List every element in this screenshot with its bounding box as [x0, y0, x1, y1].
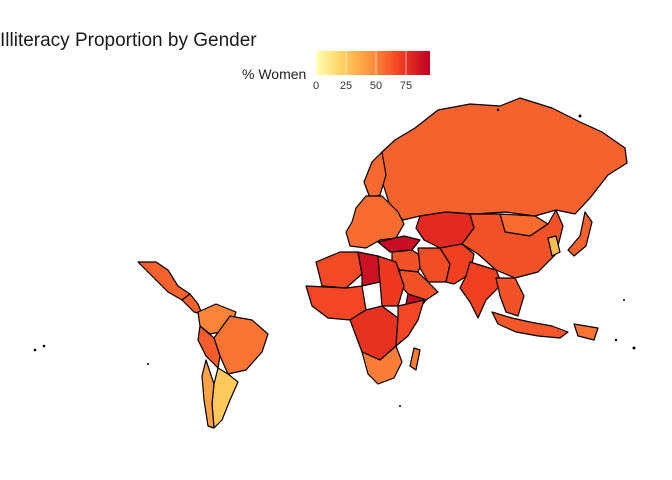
region-europe[interactable] — [345, 195, 405, 249]
region-indonesia[interactable] — [491, 311, 569, 339]
region-turkey[interactable] — [377, 235, 421, 253]
region-north-africa[interactable] — [315, 251, 363, 289]
region-scandinavia[interactable] — [363, 151, 387, 199]
legend-tick-50: 50 — [369, 80, 383, 92]
region-southern-africa[interactable] — [361, 345, 403, 385]
small-islands — [33, 108, 636, 407]
region-southeast-asia[interactable] — [495, 277, 525, 317]
region-japan[interactable] — [567, 211, 593, 257]
map-title: Illiteracy Proportion by Gender — [0, 30, 257, 51]
region-india[interactable] — [459, 261, 503, 319]
region-west-africa[interactable] — [305, 285, 367, 321]
region-madagascar[interactable] — [409, 347, 421, 371]
region-png[interactable] — [573, 323, 599, 341]
legend-tick-75: 75 — [399, 80, 413, 92]
region-chile[interactable] — [201, 359, 215, 429]
legend-tick-0: 0 — [312, 80, 320, 92]
region-korea[interactable] — [547, 235, 561, 257]
legend-color-bar — [316, 51, 430, 75]
region-east-africa[interactable] — [395, 299, 425, 347]
region-argentina[interactable] — [211, 367, 239, 429]
region-afghanistan[interactable] — [439, 243, 475, 285]
region-russia[interactable] — [381, 97, 628, 221]
region-libya[interactable] — [357, 251, 381, 287]
region-mexico[interactable] — [137, 261, 191, 301]
region-central-america[interactable] — [181, 293, 203, 315]
legend-tick-25: 25 — [339, 80, 353, 92]
legend-label: % Women — [242, 66, 307, 82]
